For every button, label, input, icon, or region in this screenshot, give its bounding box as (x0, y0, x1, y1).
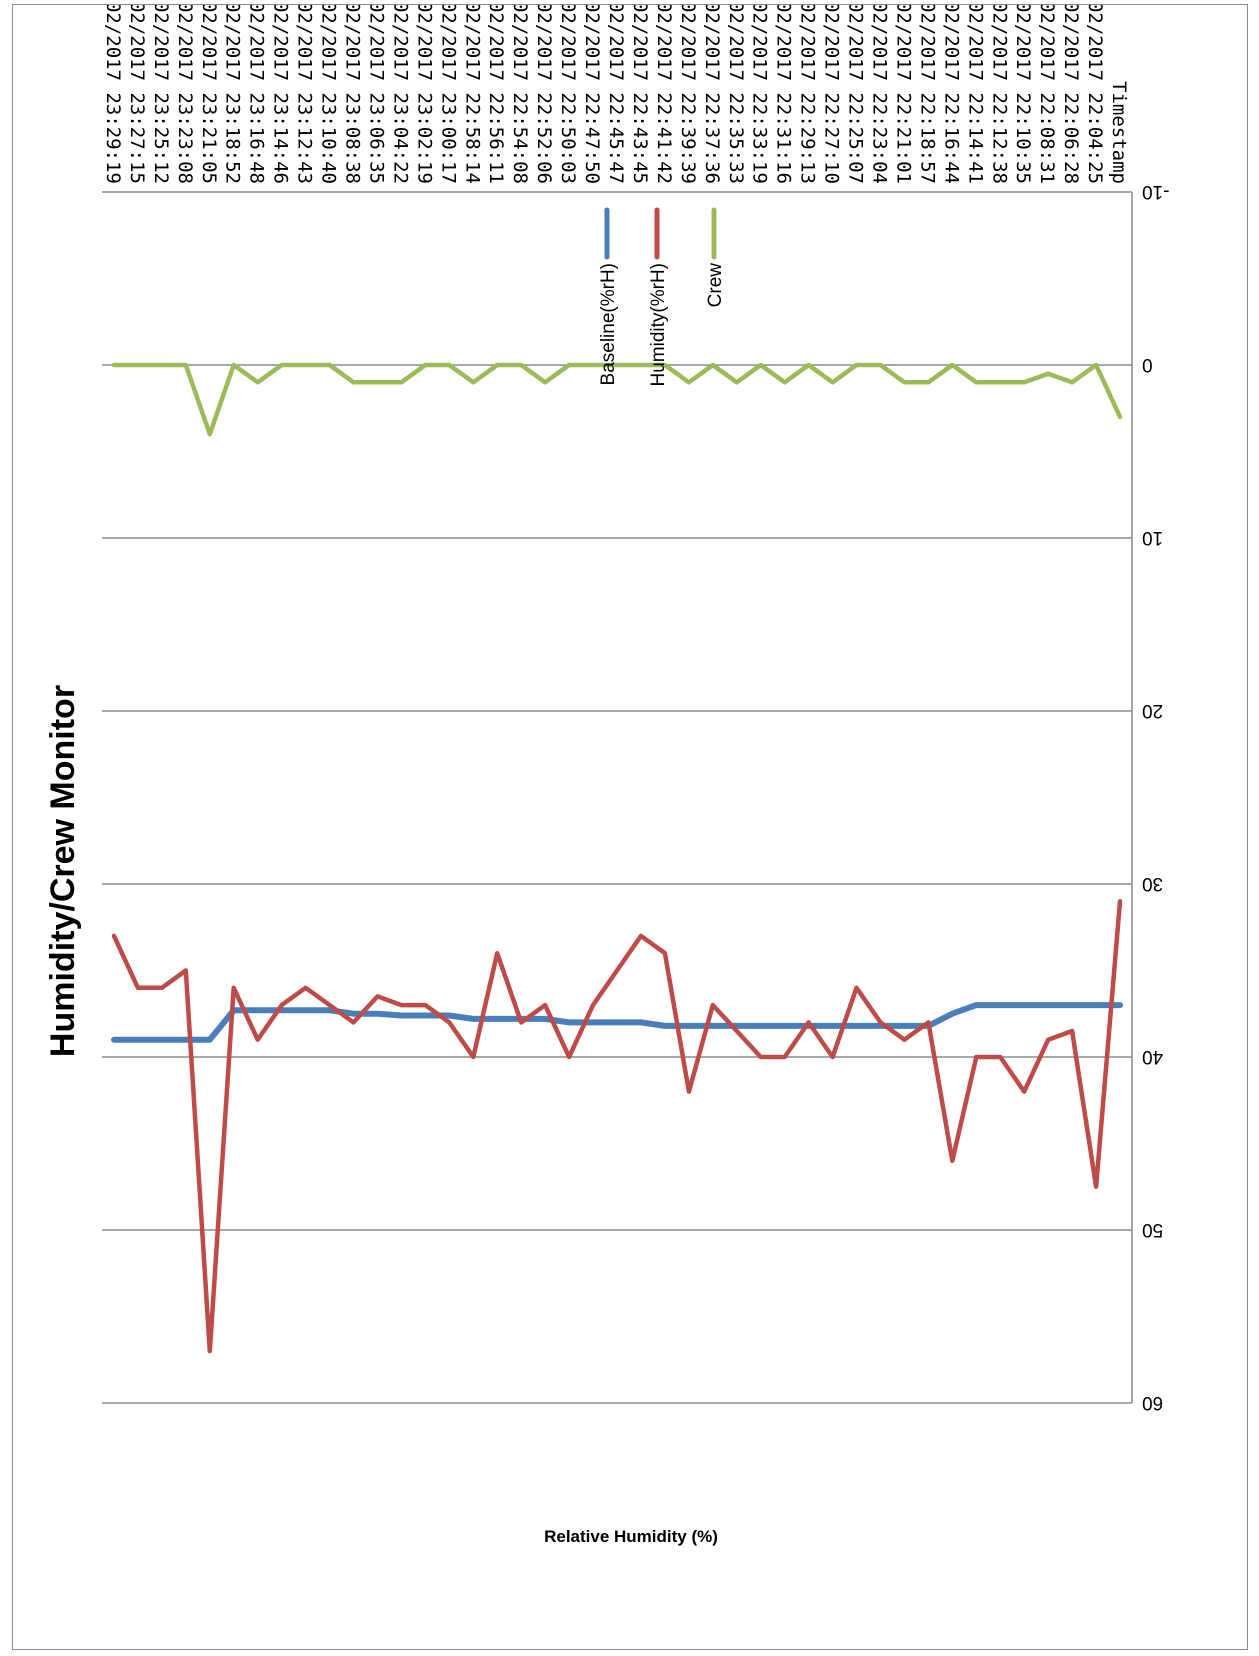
x-category-label: 28/02/2017 22:31:16 (773, 5, 795, 184)
x-category-label: 28/02/2017 23:06:35 (365, 5, 387, 184)
x-category-label: 28/02/2017 22:12:38 (988, 5, 1010, 184)
series-line-0 (111, 1002, 1123, 1043)
x-category-label: 28/02/2017 23:12:43 (294, 5, 316, 184)
x-category-label: 28/02/2017 23:21:05 (198, 5, 220, 184)
y-tick-label: 10 (1142, 527, 1163, 548)
series-line-2 (111, 362, 1123, 437)
x-category-label: 28/02/2017 22:54:08 (509, 5, 531, 184)
chart-frame: 60 50 40 30 20 10 0 -10 Timestamp 28/02/2017 22:0… (12, 4, 1248, 1650)
x-category-label: 28/02/2017 23:10:40 (318, 5, 340, 184)
legend-label: Humidity(%rH) (648, 263, 669, 387)
legend: Baseline(%rH) Humidity(%rH) Crew (598, 207, 726, 387)
x-category-label: 28/02/2017 23:04:22 (389, 5, 411, 184)
x-category-label: 28/02/2017 22:41:42 (653, 5, 675, 184)
x-category-label: 28/02/2017 22:08:31 (1036, 5, 1058, 184)
y-tick-label: 20 (1142, 700, 1163, 721)
x-category-label: 28/02/2017 22:50:03 (557, 5, 579, 184)
x-category-label: 28/02/2017 22:52:06 (533, 5, 555, 184)
x-category-label: 28/02/2017 23:23:08 (174, 5, 196, 184)
x-category-label: 28/02/2017 22:10:35 (1012, 5, 1034, 184)
x-category-label: 28/02/2017 22:04:25 (1084, 5, 1106, 184)
x-category-label: 28/02/2017 23:25:12 (150, 5, 172, 184)
series-line-1 (111, 899, 1123, 1354)
x-category-label: 28/02/2017 23:18:52 (222, 5, 244, 184)
x-category-label: 28/02/2017 22:43:45 (629, 5, 651, 184)
x-category-label: 28/02/2017 22:45:47 (605, 5, 627, 184)
x-category-label: 28/02/2017 23:00:17 (437, 5, 459, 184)
y-tick-label: 30 (1142, 873, 1163, 894)
x-category-label: 28/02/2017 23:16:48 (246, 5, 268, 184)
x-category-label: 28/02/2017 23:08:38 (342, 5, 364, 184)
x-category-label: 28/02/2017 22:23:04 (868, 5, 890, 184)
series-lines (111, 362, 1123, 1354)
x-category-label: 28/02/2017 22:35:33 (725, 5, 747, 184)
y-tick-label: 0 (1142, 354, 1153, 375)
x-category-label: 28/02/2017 22:47:50 (581, 5, 603, 184)
y-tick-label: 60 (1142, 1392, 1163, 1413)
y-tick-label: -10 (1142, 181, 1169, 202)
x-category-label: 28/02/2017 22:27:10 (821, 5, 843, 184)
x-category-label: 28/02/2017 22:58:14 (461, 5, 483, 184)
y-tick-label: 50 (1142, 1219, 1163, 1240)
x-category-label: 28/02/2017 22:14:41 (964, 5, 986, 184)
x-category-label: 28/02/2017 22:56:11 (485, 5, 507, 184)
y-tick-label: 40 (1142, 1046, 1163, 1067)
chart-title: Humidity/Crew Monitor (44, 685, 82, 1057)
x-category-label: 28/02/2017 22:29:13 (797, 5, 819, 184)
gridlines (102, 191, 1133, 1404)
x-category-label: 28/02/2017 22:33:19 (749, 5, 771, 184)
x-category-label: 28/02/2017 22:21:01 (892, 5, 914, 184)
x-category-label: 28/02/2017 23:27:15 (126, 5, 148, 184)
x-category-label: 28/02/2017 22:25:07 (845, 5, 867, 184)
x-category-label: 28/02/2017 23:14:46 (270, 5, 292, 184)
x-category-label: 28/02/2017 22:18:57 (916, 5, 938, 184)
x-category-label: 28/02/2017 22:37:36 (701, 5, 723, 184)
legend-label: Crew (705, 263, 726, 308)
x-category-label: 28/02/2017 23:02:19 (413, 5, 435, 184)
x-category-label: 28/02/2017 23:29:19 (102, 5, 124, 184)
x-category-label: 28/02/2017 22:16:44 (940, 5, 962, 184)
legend-label: Baseline(%rH) (598, 263, 619, 385)
x-category-label: Timestamp (1108, 81, 1130, 184)
x-category-label: 28/02/2017 22:06:28 (1060, 5, 1082, 184)
y-axis-title: Relative Humidity (%) (544, 1527, 718, 1546)
x-category-label: 28/02/2017 22:39:39 (677, 5, 699, 184)
